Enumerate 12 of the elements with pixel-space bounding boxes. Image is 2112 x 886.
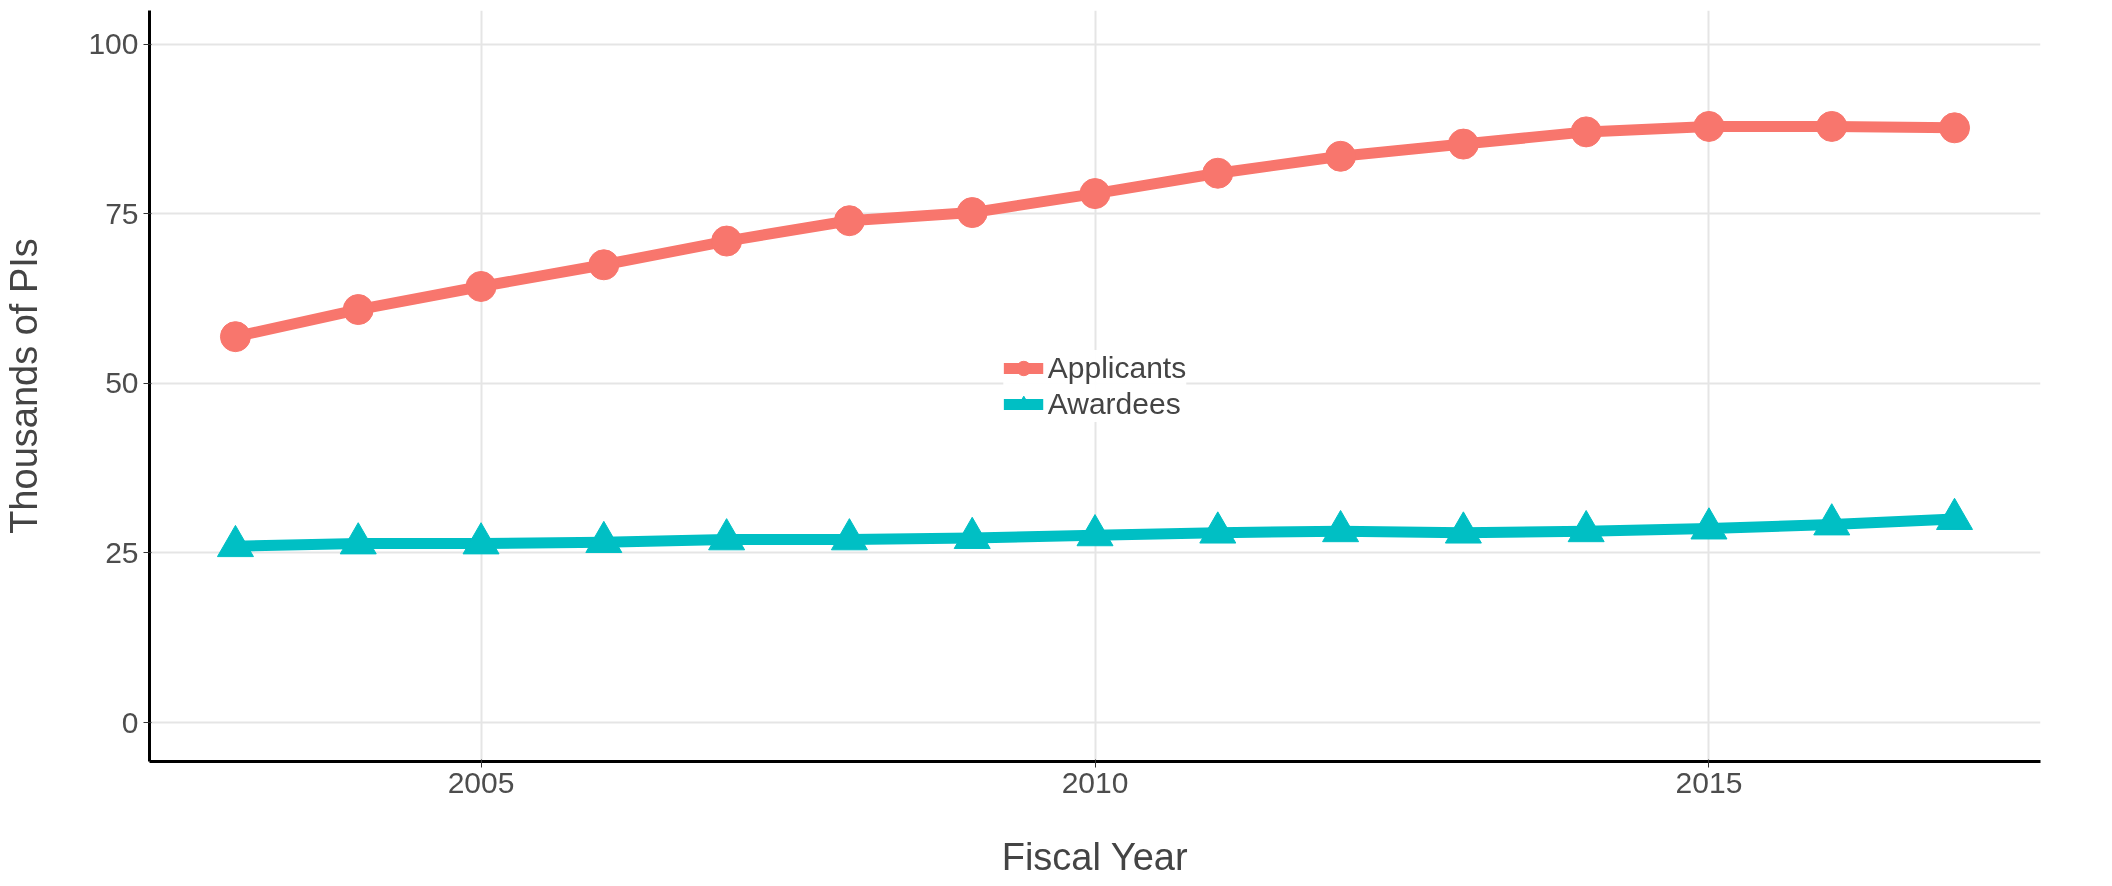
x-tick-label: 2015 (1675, 765, 1743, 799)
y-tick-label: 75 (105, 196, 139, 230)
x-tick-label: 2010 (1061, 765, 1129, 799)
legend-label: Applicants (1047, 350, 1187, 385)
y-tick-label: 50 (105, 366, 139, 400)
y-tick-label: 100 (88, 27, 139, 61)
y-axis-title: Thousands of PIs (3, 238, 46, 534)
y-tick-label: 0 (121, 705, 139, 739)
legend-label: Awardees (1047, 386, 1181, 421)
y-tick-label: 25 (105, 535, 139, 569)
x-axis-title: Fiscal Year (1001, 835, 1188, 878)
x-tick-label: 2005 (447, 765, 515, 799)
